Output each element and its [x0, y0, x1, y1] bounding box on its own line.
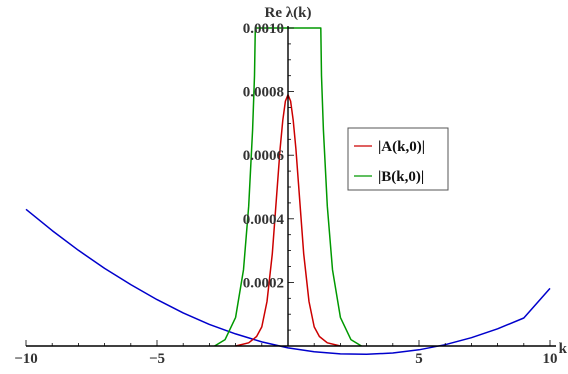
legend: |A(k,0)| |B(k,0)| [347, 127, 449, 191]
series-line-2 [25, 208, 551, 356]
x-axis-title: k [559, 341, 568, 357]
x-tick-label: −10 [14, 351, 38, 367]
y-tick-label: 0.0002 [243, 275, 284, 291]
x-tick-label: −5 [149, 351, 165, 367]
ticks-layer: −10 −5 5 10 0.0002 0.0004 0.0006 0.0008 0.0010 [14, 21, 557, 367]
y-axis-title: Re λ(k) [265, 5, 312, 21]
y-tick-label: 0.0004 [243, 212, 285, 228]
legend-label-b: |B(k,0)| [378, 169, 424, 185]
y-tick-label: 0.0008 [243, 85, 284, 101]
x-tick-label: 5 [415, 351, 423, 367]
y-tick-label: 0.0010 [243, 21, 284, 37]
x-tick-label: 10 [543, 351, 558, 367]
legend-label-a: |A(k,0)| [378, 139, 425, 155]
axes-layer [26, 26, 556, 347]
legend-box [347, 127, 449, 191]
y-tick-label: 0.0006 [243, 148, 285, 164]
